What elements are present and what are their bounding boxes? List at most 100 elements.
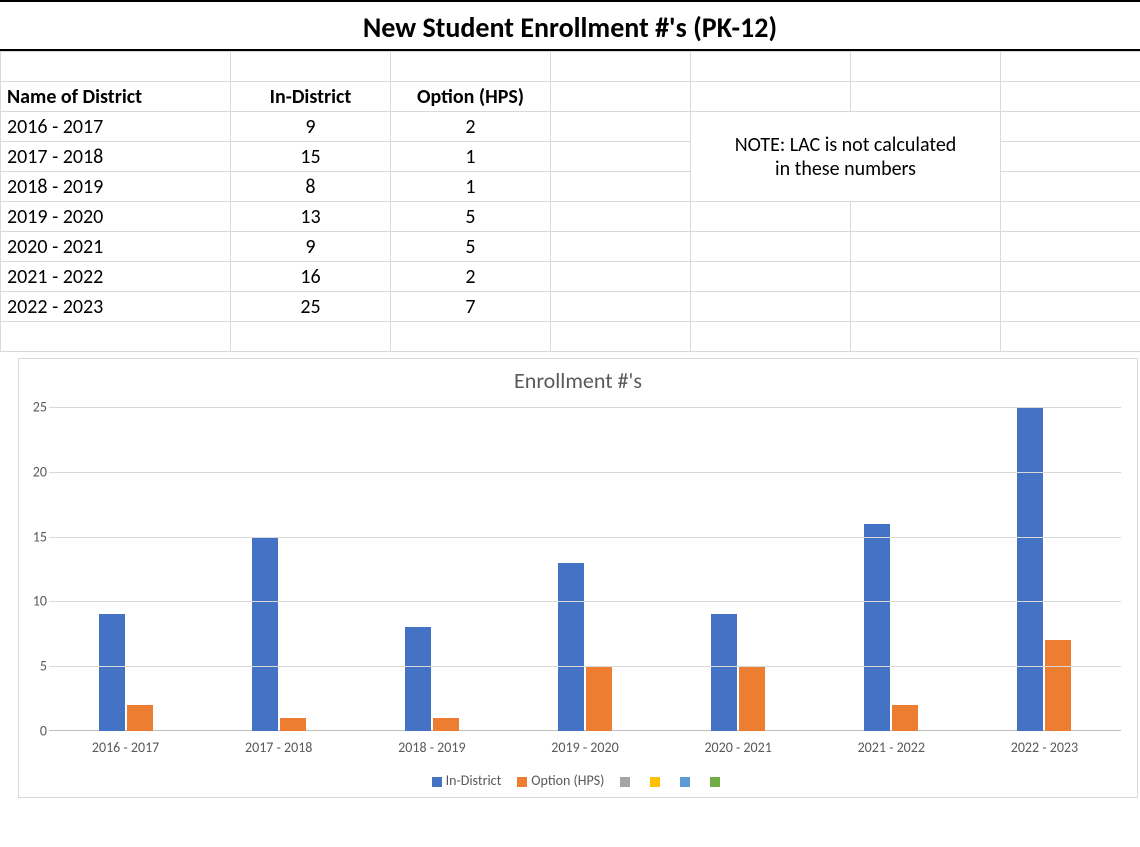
blank-cell <box>551 112 691 142</box>
table-body: 2016 - 201792NOTE: LAC is not calculated… <box>1 112 1140 352</box>
x-tick-label: 2017 - 2018 <box>202 731 355 756</box>
blank-cell <box>851 322 1001 352</box>
x-tick-label: 2022 - 2023 <box>968 731 1121 756</box>
blank-cell <box>691 262 851 292</box>
legend-swatch <box>710 777 720 787</box>
blank-cell <box>1001 112 1140 142</box>
legend-item-empty <box>710 772 724 789</box>
bar-group: 2016 - 2017 <box>49 407 202 731</box>
blank-row <box>1 322 1140 352</box>
blank-cell <box>691 232 851 262</box>
blank-cell <box>1001 202 1140 232</box>
legend-swatch <box>517 777 527 787</box>
y-tick-label: 0 <box>23 723 47 740</box>
year-cell: 2021 - 2022 <box>1 262 231 292</box>
blank-cell <box>231 322 391 352</box>
table-row: 2020 - 202195 <box>1 232 1140 262</box>
option-cell: 5 <box>391 232 551 262</box>
col-header-indistrict: In-District <box>231 82 391 112</box>
year-cell: 2017 - 2018 <box>1 142 231 172</box>
option-cell: 1 <box>391 142 551 172</box>
col-blank <box>691 82 851 112</box>
legend-swatch <box>650 777 660 787</box>
x-tick-label: 2016 - 2017 <box>49 731 202 756</box>
blank-cell <box>1001 292 1140 322</box>
blank-cell <box>551 322 691 352</box>
indistrict-cell: 15 <box>231 142 391 172</box>
indistrict-cell: 9 <box>231 112 391 142</box>
chart-title: Enrollment #'s <box>19 359 1137 396</box>
indistrict-cell: 16 <box>231 262 391 292</box>
blank-cell <box>551 172 691 202</box>
blank-cell <box>851 292 1001 322</box>
option-cell: 5 <box>391 202 551 232</box>
blank-cell <box>691 292 851 322</box>
table-row: 2022 - 2023257 <box>1 292 1140 322</box>
blank-cell <box>1001 172 1140 202</box>
indistrict-cell: 13 <box>231 202 391 232</box>
blank-cell <box>551 262 691 292</box>
y-tick-label: 20 <box>23 463 47 480</box>
page: New Student Enrollment #'s (PK-12) Name … <box>0 0 1140 798</box>
note-cell: NOTE: LAC is not calculatedin these numb… <box>691 112 1001 202</box>
gridline <box>49 472 1121 473</box>
blank-cell <box>691 322 851 352</box>
legend-swatch <box>620 777 630 787</box>
bar <box>739 666 765 731</box>
bar <box>864 524 890 731</box>
year-cell: 2020 - 2021 <box>1 232 231 262</box>
option-cell: 7 <box>391 292 551 322</box>
page-title: New Student Enrollment #'s (PK-12) <box>0 2 1140 51</box>
col-header-option: Option (HPS) <box>391 82 551 112</box>
blank-row <box>1 52 1140 82</box>
option-cell: 2 <box>391 112 551 142</box>
year-cell: 2019 - 2020 <box>1 202 231 232</box>
bar <box>892 705 918 731</box>
bar <box>586 666 612 731</box>
x-tick-label: 2020 - 2021 <box>662 731 815 756</box>
indistrict-cell: 25 <box>231 292 391 322</box>
blank-cell <box>551 232 691 262</box>
option-cell: 2 <box>391 262 551 292</box>
year-cell: 2016 - 2017 <box>1 112 231 142</box>
bar <box>252 537 278 731</box>
bar-group: 2017 - 2018 <box>202 407 355 731</box>
table-row: 2016 - 201792NOTE: LAC is not calculated… <box>1 112 1140 142</box>
blank-cell <box>551 202 691 232</box>
legend-item: Option (HPS) <box>517 772 604 789</box>
blank-cell <box>851 202 1001 232</box>
blank-cell <box>1001 262 1140 292</box>
bar-group: 2019 - 2020 <box>508 407 661 731</box>
bar-group: 2020 - 2021 <box>662 407 815 731</box>
legend-item: In-District <box>432 772 502 789</box>
blank-cell <box>851 262 1001 292</box>
legend-item-empty <box>620 772 634 789</box>
legend-item-empty <box>650 772 664 789</box>
header-row: Name of District In-District Option (HPS… <box>1 82 1140 112</box>
legend-item-empty <box>680 772 694 789</box>
blank-cell <box>1001 232 1140 262</box>
x-tick-label: 2021 - 2022 <box>815 731 968 756</box>
bar <box>405 627 431 731</box>
blank-cell <box>1 322 231 352</box>
y-tick-label: 10 <box>23 593 47 610</box>
bar <box>558 563 584 731</box>
bar <box>127 705 153 731</box>
x-tick-label: 2019 - 2020 <box>508 731 661 756</box>
gridline <box>49 666 1121 667</box>
col-blank <box>1001 82 1140 112</box>
bar-group: 2018 - 2019 <box>355 407 508 731</box>
legend-swatch <box>680 777 690 787</box>
bar-group: 2021 - 2022 <box>815 407 968 731</box>
gridline <box>49 537 1121 538</box>
bar <box>433 718 459 731</box>
blank-cell <box>851 232 1001 262</box>
blank-cell <box>1001 142 1140 172</box>
y-tick-label: 15 <box>23 528 47 545</box>
chart-legend: In-District Option (HPS) <box>19 772 1137 789</box>
chart-plot: 2016 - 20172017 - 20182018 - 20192019 - … <box>49 407 1121 731</box>
year-cell: 2018 - 2019 <box>1 172 231 202</box>
note-line2: in these numbers <box>697 157 994 181</box>
y-tick-label: 25 <box>23 399 47 416</box>
legend-swatch <box>432 777 442 787</box>
